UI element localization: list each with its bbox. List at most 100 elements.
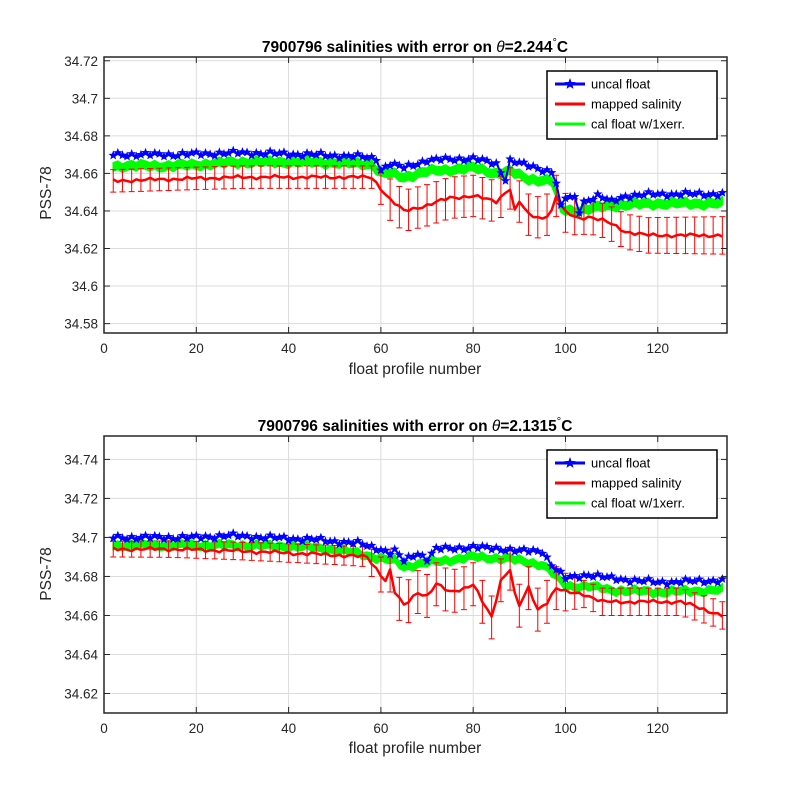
bottom-chart-ylabel: PSS-78 — [38, 547, 55, 600]
uncal-float-marker — [689, 189, 700, 199]
uncal-float-marker — [191, 530, 202, 540]
y-tick-label: 34.62 — [64, 242, 98, 257]
uncal-float-marker — [200, 147, 211, 158]
uncal-float-marker — [117, 533, 128, 543]
uncal-float-marker — [293, 534, 303, 544]
uncal-float-marker — [454, 153, 465, 163]
uncal-float-marker — [380, 545, 391, 555]
uncal-float-marker — [676, 190, 686, 200]
uncal-float-marker — [362, 541, 372, 551]
uncal-float-marker — [380, 161, 391, 171]
uncal-float-marker — [334, 539, 345, 549]
uncal-float-marker — [246, 534, 257, 544]
top-chart-ylabel: PSS-78 — [38, 166, 55, 219]
uncal-float-marker — [463, 543, 474, 553]
uncal-float-marker — [459, 544, 469, 554]
uncal-float-marker — [371, 155, 382, 165]
uncal-float-marker — [449, 544, 460, 554]
x-tick-label: 0 — [100, 721, 108, 736]
uncal-float-marker — [431, 153, 442, 163]
uncal-float-marker — [182, 533, 192, 543]
legend-item: cal float w/1xerr. — [555, 117, 685, 132]
uncal-float-marker — [279, 531, 289, 541]
uncal-float-marker — [311, 149, 322, 159]
uncal-float-marker — [191, 147, 202, 157]
uncal-float-marker — [371, 545, 382, 555]
uncal-float-marker — [196, 533, 206, 543]
uncal-float-marker — [163, 148, 174, 158]
y-tick-label: 34.62 — [64, 686, 98, 701]
uncal-float-marker — [214, 147, 225, 157]
uncal-float-marker — [283, 151, 294, 161]
uncal-float-marker — [357, 539, 368, 549]
uncal-float-marker — [122, 151, 132, 161]
uncal-float-marker — [551, 178, 562, 188]
uncal-float-marker — [579, 569, 589, 579]
uncal-float-marker — [394, 549, 405, 559]
uncal-float-marker — [136, 149, 146, 159]
uncal-float-marker — [288, 149, 298, 159]
uncal-float-marker — [625, 577, 635, 587]
legend-marker — [564, 457, 576, 468]
uncal-float-marker — [265, 146, 275, 156]
uncal-float-marker — [666, 189, 677, 199]
uncal-float-marker — [200, 531, 211, 541]
uncal-float-marker — [431, 542, 442, 552]
legend-item: mapped salinity — [555, 476, 682, 491]
uncal-float-marker — [302, 532, 312, 542]
y-tick-label: 34.58 — [64, 317, 98, 332]
uncal-float-marker — [366, 540, 377, 550]
uncal-float-marker — [408, 161, 418, 171]
uncal-float-marker — [154, 148, 165, 158]
uncal-float-marker — [574, 573, 585, 583]
uncal-float-marker — [228, 528, 238, 538]
uncal-float-marker — [491, 157, 502, 167]
uncal-float-marker — [353, 148, 363, 159]
uncal-float-marker — [703, 189, 714, 199]
uncal-float-marker — [413, 549, 423, 559]
uncal-float-marker — [537, 166, 548, 177]
legend-label: uncal float — [591, 456, 651, 471]
uncal-float-marker — [320, 151, 331, 161]
uncal-float-marker — [643, 186, 654, 197]
uncal-float-marker — [560, 193, 571, 203]
uncal-float-marker — [376, 544, 386, 554]
uncal-float-marker — [440, 541, 451, 551]
uncal-float-marker — [339, 150, 349, 160]
uncal-float-marker — [251, 147, 262, 157]
uncal-float-marker — [173, 533, 183, 543]
uncal-float-marker — [233, 531, 243, 541]
uncal-float-marker — [399, 556, 409, 566]
uncal-float-marker — [537, 548, 548, 558]
x-tick-label: 40 — [281, 721, 296, 736]
uncal-float-marker — [657, 576, 668, 586]
uncal-float-marker — [569, 570, 580, 580]
mapped-salinity-error-bar — [110, 169, 117, 193]
mapped-salinity-error-bar — [322, 165, 329, 189]
uncal-float-marker — [500, 175, 511, 185]
uncal-float-marker — [449, 155, 460, 165]
uncal-float-marker — [177, 147, 188, 157]
mapped-salinity-error-bar — [359, 165, 366, 189]
uncal-float-marker — [639, 576, 649, 586]
uncal-float-marker — [634, 575, 645, 585]
uncal-float-marker — [339, 536, 349, 546]
uncal-float-marker — [694, 574, 705, 584]
uncal-float-marker — [482, 541, 492, 551]
mapped-salinity-error-bar — [202, 166, 209, 190]
top-chart: 7900796 salinities with error on θ=2.244… — [38, 37, 728, 378]
uncal-float-marker — [505, 154, 515, 164]
uncal-float-marker — [126, 531, 137, 541]
uncal-float-marker — [297, 151, 308, 161]
y-tick-label: 34.74 — [64, 452, 98, 467]
uncal-float-marker — [666, 576, 677, 586]
mapped-salinity-error-bar — [147, 167, 154, 192]
uncal-float-marker — [237, 530, 248, 540]
uncal-float-marker — [288, 533, 298, 543]
mapped-salinity-error-bar — [599, 587, 606, 616]
uncal-float-marker — [436, 544, 446, 554]
uncal-float-marker — [602, 572, 612, 582]
y-tick-label: 34.72 — [64, 491, 98, 506]
uncal-float-marker — [611, 575, 621, 585]
uncal-float-marker — [565, 571, 575, 581]
